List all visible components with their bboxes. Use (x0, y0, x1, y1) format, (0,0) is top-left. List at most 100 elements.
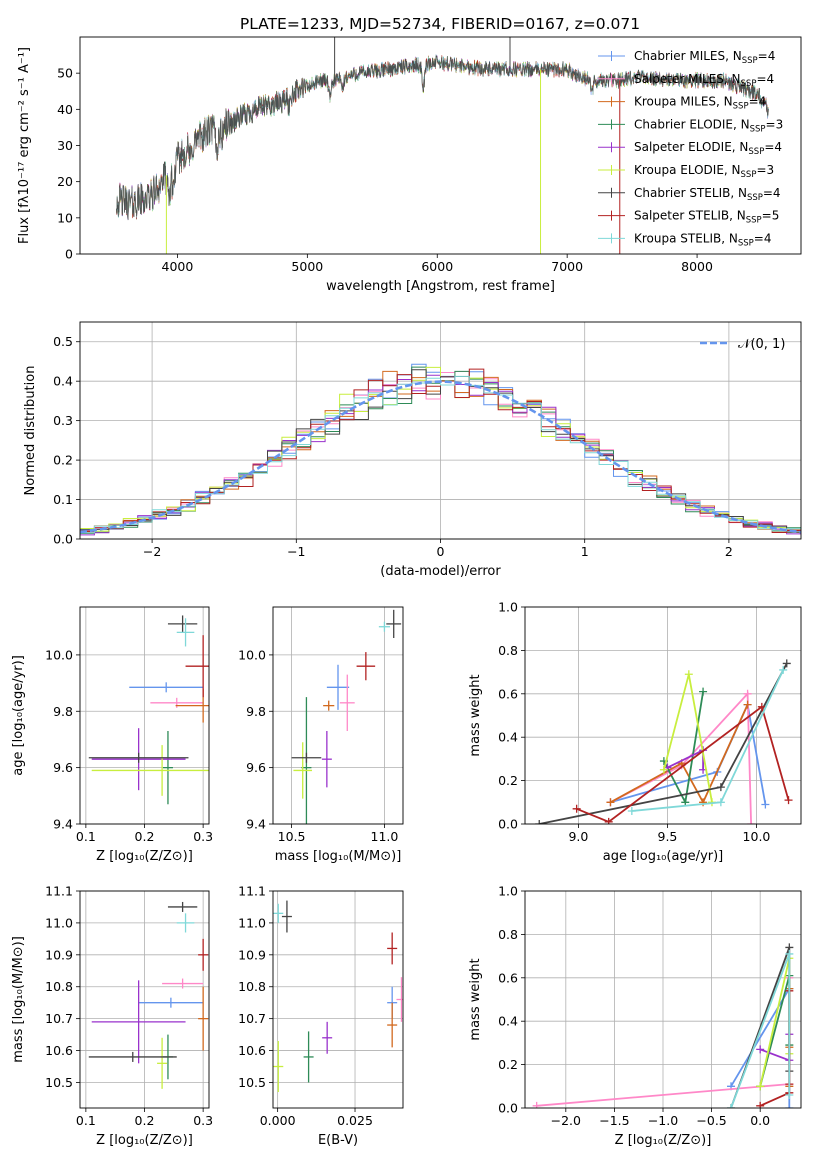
weight-marker-sa_stelib (757, 702, 766, 711)
histogram-steps (80, 363, 801, 536)
y-tick-label: 9.8 (53, 704, 73, 719)
y-tick-label: 0.1 (53, 492, 73, 507)
weight-marker-sa_stelib (784, 796, 793, 805)
spectrum-legend: Chabrier MILES, NSSP=4 Salpeter MILES, NS… (598, 49, 783, 248)
weight-marker-ch_stelib (535, 820, 544, 824)
axes-frame (79, 890, 210, 1109)
y-axis-label: Flux [fλ10⁻¹⁷ erg cm⁻² s⁻¹ A⁻¹] (17, 47, 32, 244)
normal-reference-curve (80, 380, 801, 534)
x-tick-label: 6000 (421, 259, 453, 274)
y-tick-label: 0.2 (498, 1057, 518, 1072)
spectrum-series-ch_stelib (116, 55, 769, 221)
x-tick-label: −0.5 (696, 1113, 726, 1128)
axes-age_vs_mass: 10.5 11.0 9.4 9.6 9.8 10.0 (238, 607, 403, 844)
x-tick-label: 0.2 (135, 829, 155, 844)
x-axis-label: Z [log₁₀(Z/Z⊙)] (615, 1133, 712, 1148)
y-axis-label: mass weight (468, 674, 483, 756)
errorbars-age_vs_mass (291, 609, 402, 824)
y-tick-label: 11.1 (45, 884, 73, 899)
y-tick-label: 0.0 (498, 817, 518, 832)
axes-frame (79, 321, 802, 540)
y-tick-label: 0.3 (53, 413, 73, 428)
x-tick-label: 0 (437, 544, 445, 559)
x-tick-label: 0.2 (135, 1113, 155, 1128)
y-tick-label: 11.1 (238, 884, 266, 899)
y-tick-label: 0.0 (53, 532, 73, 547)
weight-marker-kr_elodie (756, 1082, 765, 1091)
weight-marker-ch_stelib (782, 659, 791, 668)
x-tick-label: 7000 (551, 259, 583, 274)
y-tick-label: 0.2 (498, 773, 518, 788)
x-tick-label: −2 (143, 544, 161, 559)
x-axis-label: (data-model)/error (380, 564, 501, 579)
y-tick-label: 10 (57, 210, 73, 225)
x-tick-label: −1.5 (599, 1113, 629, 1128)
y-tick-label: 0.8 (498, 643, 518, 658)
axes-frame (79, 606, 210, 825)
axes-frame (524, 890, 802, 1109)
weight-marker-kr_miles (743, 700, 752, 709)
legend-label: Chabrier ELODIE, NSSP=3 (634, 117, 783, 134)
x-tick-label: 0.000 (260, 1113, 296, 1128)
errorbars-mass_vs_Z (88, 901, 209, 1089)
x-axis-label: E(B-V) (318, 1133, 358, 1148)
weight-marker-kr_stelib (627, 806, 636, 815)
legend-label: Chabrier STELIB, NSSP=4 (634, 186, 781, 203)
errorbars-mass_vs_ebv (273, 900, 403, 1093)
x-axis-label: Z [log₁₀(Z/Z⊙)] (96, 1133, 193, 1148)
legend-label: Kroupa ELODIE, NSSP=3 (634, 163, 774, 180)
x-tick-label: 0.3 (193, 829, 213, 844)
y-tick-label: 0.8 (498, 927, 518, 942)
weight-marker-kr_stelib (785, 1090, 794, 1099)
legend-label: Kroupa MILES, NSSP=4 (634, 95, 766, 112)
x-tick-label: 9.5 (658, 829, 678, 844)
weight-marker-kr_miles (699, 798, 708, 807)
weight-marker-sa_stelib (572, 804, 581, 813)
axes-spectrum: 4000 5000 6000 7000 8000 0 10 20 30 40 50 (57, 66, 713, 274)
y-tick-label: 30 (57, 138, 73, 153)
weight-lines-weight_vs_age (535, 659, 793, 824)
weight-marker-kr_stelib (727, 1104, 736, 1108)
y-tick-label: 0.2 (53, 453, 73, 468)
x-tick-label: 0.0 (750, 1113, 770, 1128)
x-tick-label: 0.1 (76, 829, 96, 844)
y-axis-label: age [log₁₀(age/yr)] (11, 655, 26, 776)
y-tick-label: 0.4 (498, 1014, 518, 1029)
figure-title: PLATE=1233, MJD=52734, FIBERID=0167, z=0… (240, 15, 640, 33)
legend-label: Kroupa STELIB, NSSP=4 (634, 231, 772, 248)
y-tick-label: 11.0 (238, 915, 266, 930)
weight-marker-sa_miles (532, 1101, 541, 1108)
weight-marker-kr_stelib (785, 949, 794, 958)
weight-marker-sa_stelib (604, 817, 613, 824)
y-tick-label: 0.4 (53, 374, 73, 389)
y-axis-label: Normed distribution (23, 366, 38, 496)
legend-label: Salpeter STELIB, NSSP=5 (634, 209, 779, 226)
y-tick-label: 10.8 (238, 979, 266, 994)
y-axis-label: mass weight (468, 958, 483, 1040)
y-tick-label: 9.6 (246, 760, 266, 775)
x-axis-label: Z [log₁₀(Z/Z⊙)] (96, 849, 193, 864)
weight-marker-kr_stelib (716, 798, 725, 807)
weight-line-kr_miles (610, 704, 749, 805)
x-axis-label: wavelength [Angstrom, rest frame] (326, 279, 555, 294)
y-tick-label: 10.9 (45, 947, 73, 962)
x-tick-label: 1 (581, 544, 589, 559)
y-tick-label: 10.6 (45, 1043, 73, 1058)
x-tick-label: 5000 (291, 259, 323, 274)
x-tick-label: 0.025 (337, 1113, 373, 1128)
y-tick-label: 0 (65, 247, 73, 262)
x-tick-label: 11.0 (371, 829, 399, 844)
weight-marker-kr_miles (606, 798, 615, 807)
weight-marker-ch_stelib (716, 783, 725, 792)
y-tick-label: 10.5 (238, 1075, 266, 1090)
axes-mass_vs_ebv: 0.000 0.025 10.5 10.6 10.7 10.8 10.9 11.0 11.1 (238, 884, 403, 1128)
weight-marker-sa_elodie (756, 1045, 765, 1054)
weight-marker-kr_elodie (659, 765, 668, 774)
y-tick-label: 10.7 (238, 1011, 266, 1026)
y-tick-label: 10.5 (45, 1075, 73, 1090)
y-tick-label: 0.5 (53, 334, 73, 349)
y-tick-label: 40 (57, 102, 73, 117)
y-tick-label: 0.4 (498, 730, 518, 745)
legend-label: 𝒩(0, 1) (738, 337, 785, 352)
